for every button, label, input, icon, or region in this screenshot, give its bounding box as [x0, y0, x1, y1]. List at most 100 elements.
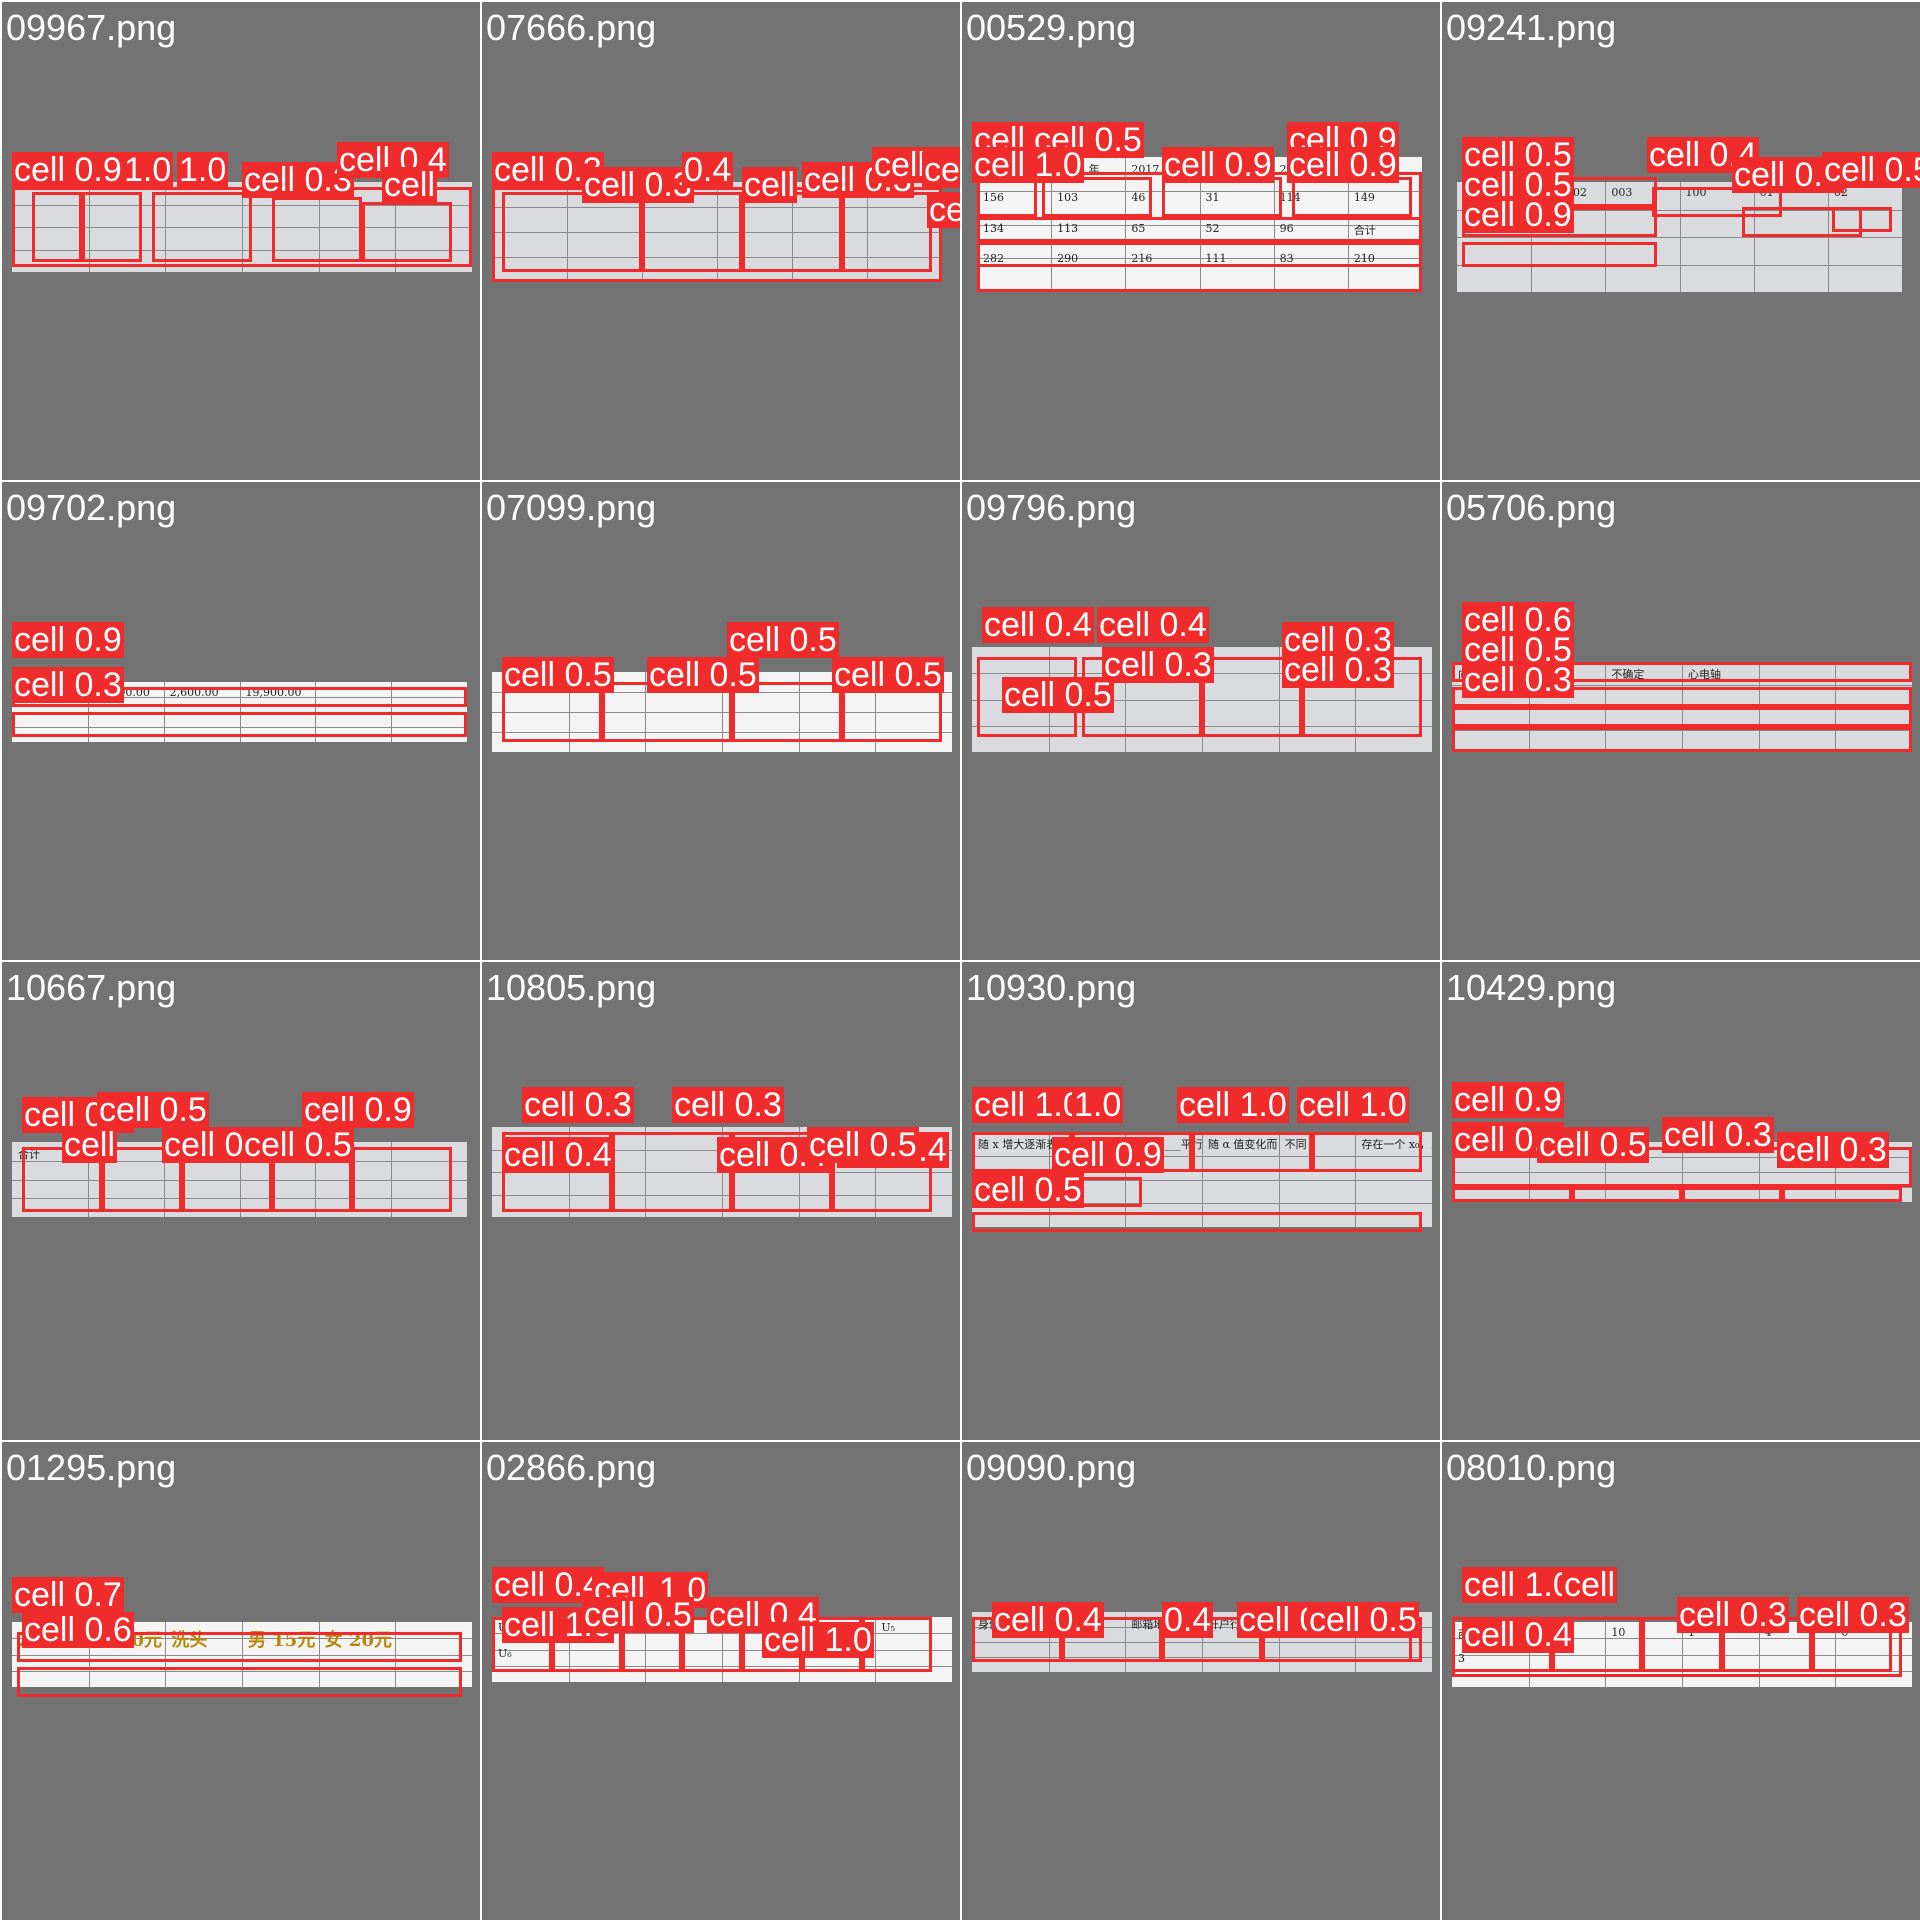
detection-label: cell 0.9 [12, 151, 124, 189]
detection-label: cell 0.4 [1097, 606, 1209, 644]
tile-filename: 10429.png [1446, 967, 1617, 1008]
detection-label: cell 0.3 [522, 1086, 634, 1124]
tile-filename: 09967.png [6, 7, 177, 48]
table-rule [88, 1142, 89, 1217]
table-rule [242, 1622, 243, 1687]
table-rule [1279, 1612, 1280, 1672]
table-rule [1279, 1132, 1280, 1227]
document-text: 114 [1279, 191, 1301, 205]
detection-box [1312, 1132, 1422, 1172]
table-rule [977, 191, 1422, 192]
detection-label: cell 0.9 [1452, 1081, 1564, 1119]
document-text: 随 α 值变化而 [1208, 1138, 1278, 1151]
detection-label: cell 0.5 [1002, 676, 1114, 714]
detection-label: cell 0.4 [1462, 1616, 1574, 1654]
detection-label: 1.0 [122, 151, 174, 189]
detection-box [362, 202, 452, 262]
detection-box [1832, 207, 1892, 232]
table-rule [242, 182, 243, 272]
document-text: 存在一个 x₀，当 x>x₀ 时，有 logₐx<xⁿ<aˣ [1361, 1138, 1432, 1151]
detection-label: cell 1.0 [1177, 1086, 1289, 1124]
document-text: 女 20元 [324, 1630, 392, 1651]
detection-label: cell 0.9 [1462, 196, 1574, 234]
detection-box [842, 192, 932, 272]
table-rule [319, 1622, 320, 1687]
detection-label: 1.0 [1072, 1086, 1124, 1124]
detection-label: cell 0.5 [972, 1171, 1084, 1209]
table-rule [1279, 647, 1280, 752]
detection-box [1452, 707, 1912, 727]
tile-filename: 09241.png [1446, 7, 1617, 48]
detection-label: cell 0.5 [727, 621, 839, 659]
tile-filename: 09796.png [966, 487, 1137, 528]
document-text: 282 [983, 251, 1004, 265]
table-rule [1125, 1612, 1126, 1672]
detection-label: cell 0.9 [302, 1091, 414, 1129]
table-rule [1355, 1132, 1356, 1227]
table-rule [977, 258, 1422, 259]
detection-label: cell 0.5 [97, 1091, 209, 1129]
detection-box [612, 1132, 732, 1212]
detection-label: cell 0.3 [12, 666, 124, 704]
document-text: 合计 [1353, 223, 1376, 237]
table-rule [395, 182, 396, 272]
detection-box [272, 197, 362, 262]
table-rule [1049, 1612, 1050, 1672]
detection-box [1742, 207, 1862, 237]
detection-label: cell 0.5 [1822, 152, 1920, 188]
detection-label: cell 0.6 [22, 1611, 134, 1649]
document-text: 290 [1057, 251, 1079, 265]
detection-box [1452, 727, 1912, 752]
table-rule [1759, 1622, 1760, 1687]
table-rule [1682, 1622, 1683, 1687]
table-rule [1200, 157, 1201, 292]
document-text: 3 [1458, 1651, 1465, 1665]
document-text: 不同 [1284, 1138, 1307, 1151]
table-rule [319, 182, 320, 272]
table-rule [89, 1622, 90, 1687]
detection-box [12, 712, 467, 737]
detection-box [1462, 242, 1657, 267]
detection-box [1192, 1132, 1312, 1172]
table-rule [1605, 1142, 1606, 1202]
table-rule [1125, 157, 1126, 292]
detection-label: cell 0.7 [12, 1576, 124, 1614]
table-rule [799, 672, 800, 752]
detection-label: cell 0.9 [1162, 146, 1274, 184]
detection-label: cell 0.3 [1282, 651, 1394, 689]
detection-label: cell [922, 152, 960, 188]
table-rule [569, 672, 570, 752]
document-text: 96 [1279, 221, 1294, 235]
result-tile: 财务报表 收支明细表22,500.002,600.0019,900.00cell… [2, 482, 480, 960]
table-rule [1754, 182, 1755, 292]
detection-label: cell 1.0 [972, 146, 1084, 184]
table-rule [569, 1617, 570, 1682]
table-rule [1355, 1612, 1356, 1672]
detection-box [352, 1147, 452, 1212]
detection-box [17, 1632, 462, 1662]
detection-box [492, 187, 942, 282]
document-text: 随 x 增大逐渐表现 [978, 1138, 1069, 1151]
detection-box [972, 1212, 1422, 1232]
table-rule [1529, 1142, 1530, 1202]
table-rule [1051, 157, 1052, 292]
result-tile: cell 0.5 cell 0.5 cell 0.5 cell 0.5 07099.pn… [482, 482, 960, 960]
table-rule [1348, 157, 1349, 292]
tile-filename: 01295.png [6, 1447, 177, 1488]
detection-box [1452, 687, 1912, 707]
detection-box [82, 192, 142, 262]
detection-box [977, 217, 1422, 242]
table-rule [645, 1617, 646, 1682]
document-text: 210 [1353, 251, 1375, 265]
detection-box [1452, 1187, 1572, 1202]
table-rule [1835, 1142, 1836, 1202]
detection-box [1782, 1187, 1902, 1202]
detection-label: cell 0.4 [992, 1601, 1104, 1639]
table-rule [1274, 157, 1275, 292]
document-text: 65 [1131, 221, 1146, 235]
document-text: 156 [983, 191, 1004, 205]
